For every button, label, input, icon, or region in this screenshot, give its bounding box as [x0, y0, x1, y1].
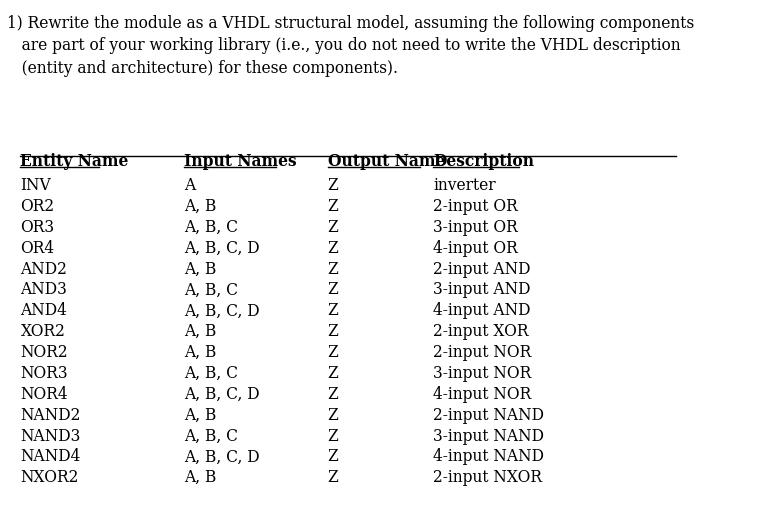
- Text: Entity Name: Entity Name: [20, 153, 129, 169]
- Text: A, B: A, B: [184, 198, 217, 215]
- Text: 4-input NOR: 4-input NOR: [433, 386, 532, 403]
- Text: A, B: A, B: [184, 407, 217, 423]
- Text: Z: Z: [328, 219, 338, 236]
- Text: Z: Z: [328, 365, 338, 382]
- Text: A, B, C: A, B, C: [184, 281, 238, 298]
- Text: Z: Z: [328, 240, 338, 257]
- Text: 3-input NAND: 3-input NAND: [433, 428, 544, 444]
- Text: inverter: inverter: [433, 177, 496, 194]
- Text: Z: Z: [328, 428, 338, 444]
- Text: Input Names: Input Names: [184, 153, 297, 169]
- Text: 3-input NOR: 3-input NOR: [433, 365, 532, 382]
- Text: NAND3: NAND3: [20, 428, 81, 444]
- Text: NOR4: NOR4: [20, 386, 68, 403]
- Text: Z: Z: [328, 177, 338, 194]
- Text: Z: Z: [328, 198, 338, 215]
- Text: NAND2: NAND2: [20, 407, 81, 423]
- Text: 1) Rewrite the module as a VHDL structural model, assuming the following compone: 1) Rewrite the module as a VHDL structur…: [7, 15, 694, 77]
- Text: A, B: A, B: [184, 469, 217, 486]
- Text: OR2: OR2: [20, 198, 54, 215]
- Text: 2-input AND: 2-input AND: [433, 261, 531, 277]
- Text: Z: Z: [328, 448, 338, 465]
- Text: 3-input OR: 3-input OR: [433, 219, 518, 236]
- Text: XOR2: XOR2: [20, 323, 65, 340]
- Text: OR4: OR4: [20, 240, 54, 257]
- Text: AND2: AND2: [20, 261, 67, 277]
- Text: A, B, C: A, B, C: [184, 428, 238, 444]
- Text: A, B: A, B: [184, 261, 217, 277]
- Text: 4-input OR: 4-input OR: [433, 240, 518, 257]
- Text: A, B, C: A, B, C: [184, 365, 238, 382]
- Text: NXOR2: NXOR2: [20, 469, 79, 486]
- Text: NAND4: NAND4: [20, 448, 81, 465]
- Text: AND4: AND4: [20, 302, 67, 319]
- Text: A, B: A, B: [184, 323, 217, 340]
- Text: 2-input OR: 2-input OR: [433, 198, 518, 215]
- Text: Z: Z: [328, 323, 338, 340]
- Text: Z: Z: [328, 302, 338, 319]
- Text: NOR2: NOR2: [20, 344, 68, 361]
- Text: Description: Description: [433, 153, 534, 169]
- Text: A, B, C, D: A, B, C, D: [184, 448, 260, 465]
- Text: A, B: A, B: [184, 344, 217, 361]
- Text: Output Name: Output Name: [328, 153, 445, 169]
- Text: 2-input NAND: 2-input NAND: [433, 407, 544, 423]
- Text: 2-input NOR: 2-input NOR: [433, 344, 532, 361]
- Text: Z: Z: [328, 261, 338, 277]
- Text: A, B, C, D: A, B, C, D: [184, 386, 260, 403]
- Text: Z: Z: [328, 344, 338, 361]
- Text: Z: Z: [328, 407, 338, 423]
- Text: Z: Z: [328, 281, 338, 298]
- Text: 2-input NXOR: 2-input NXOR: [433, 469, 542, 486]
- Text: A, B, C, D: A, B, C, D: [184, 240, 260, 257]
- Text: NOR3: NOR3: [20, 365, 68, 382]
- Text: AND3: AND3: [20, 281, 67, 298]
- Text: Z: Z: [328, 469, 338, 486]
- Text: 2-input XOR: 2-input XOR: [433, 323, 529, 340]
- Text: OR3: OR3: [20, 219, 54, 236]
- Text: A, B, C: A, B, C: [184, 219, 238, 236]
- Text: A, B, C, D: A, B, C, D: [184, 302, 260, 319]
- Text: 4-input NAND: 4-input NAND: [433, 448, 544, 465]
- Text: Z: Z: [328, 386, 338, 403]
- Text: 4-input AND: 4-input AND: [433, 302, 531, 319]
- Text: INV: INV: [20, 177, 51, 194]
- Text: A: A: [184, 177, 195, 194]
- Text: 3-input AND: 3-input AND: [433, 281, 531, 298]
